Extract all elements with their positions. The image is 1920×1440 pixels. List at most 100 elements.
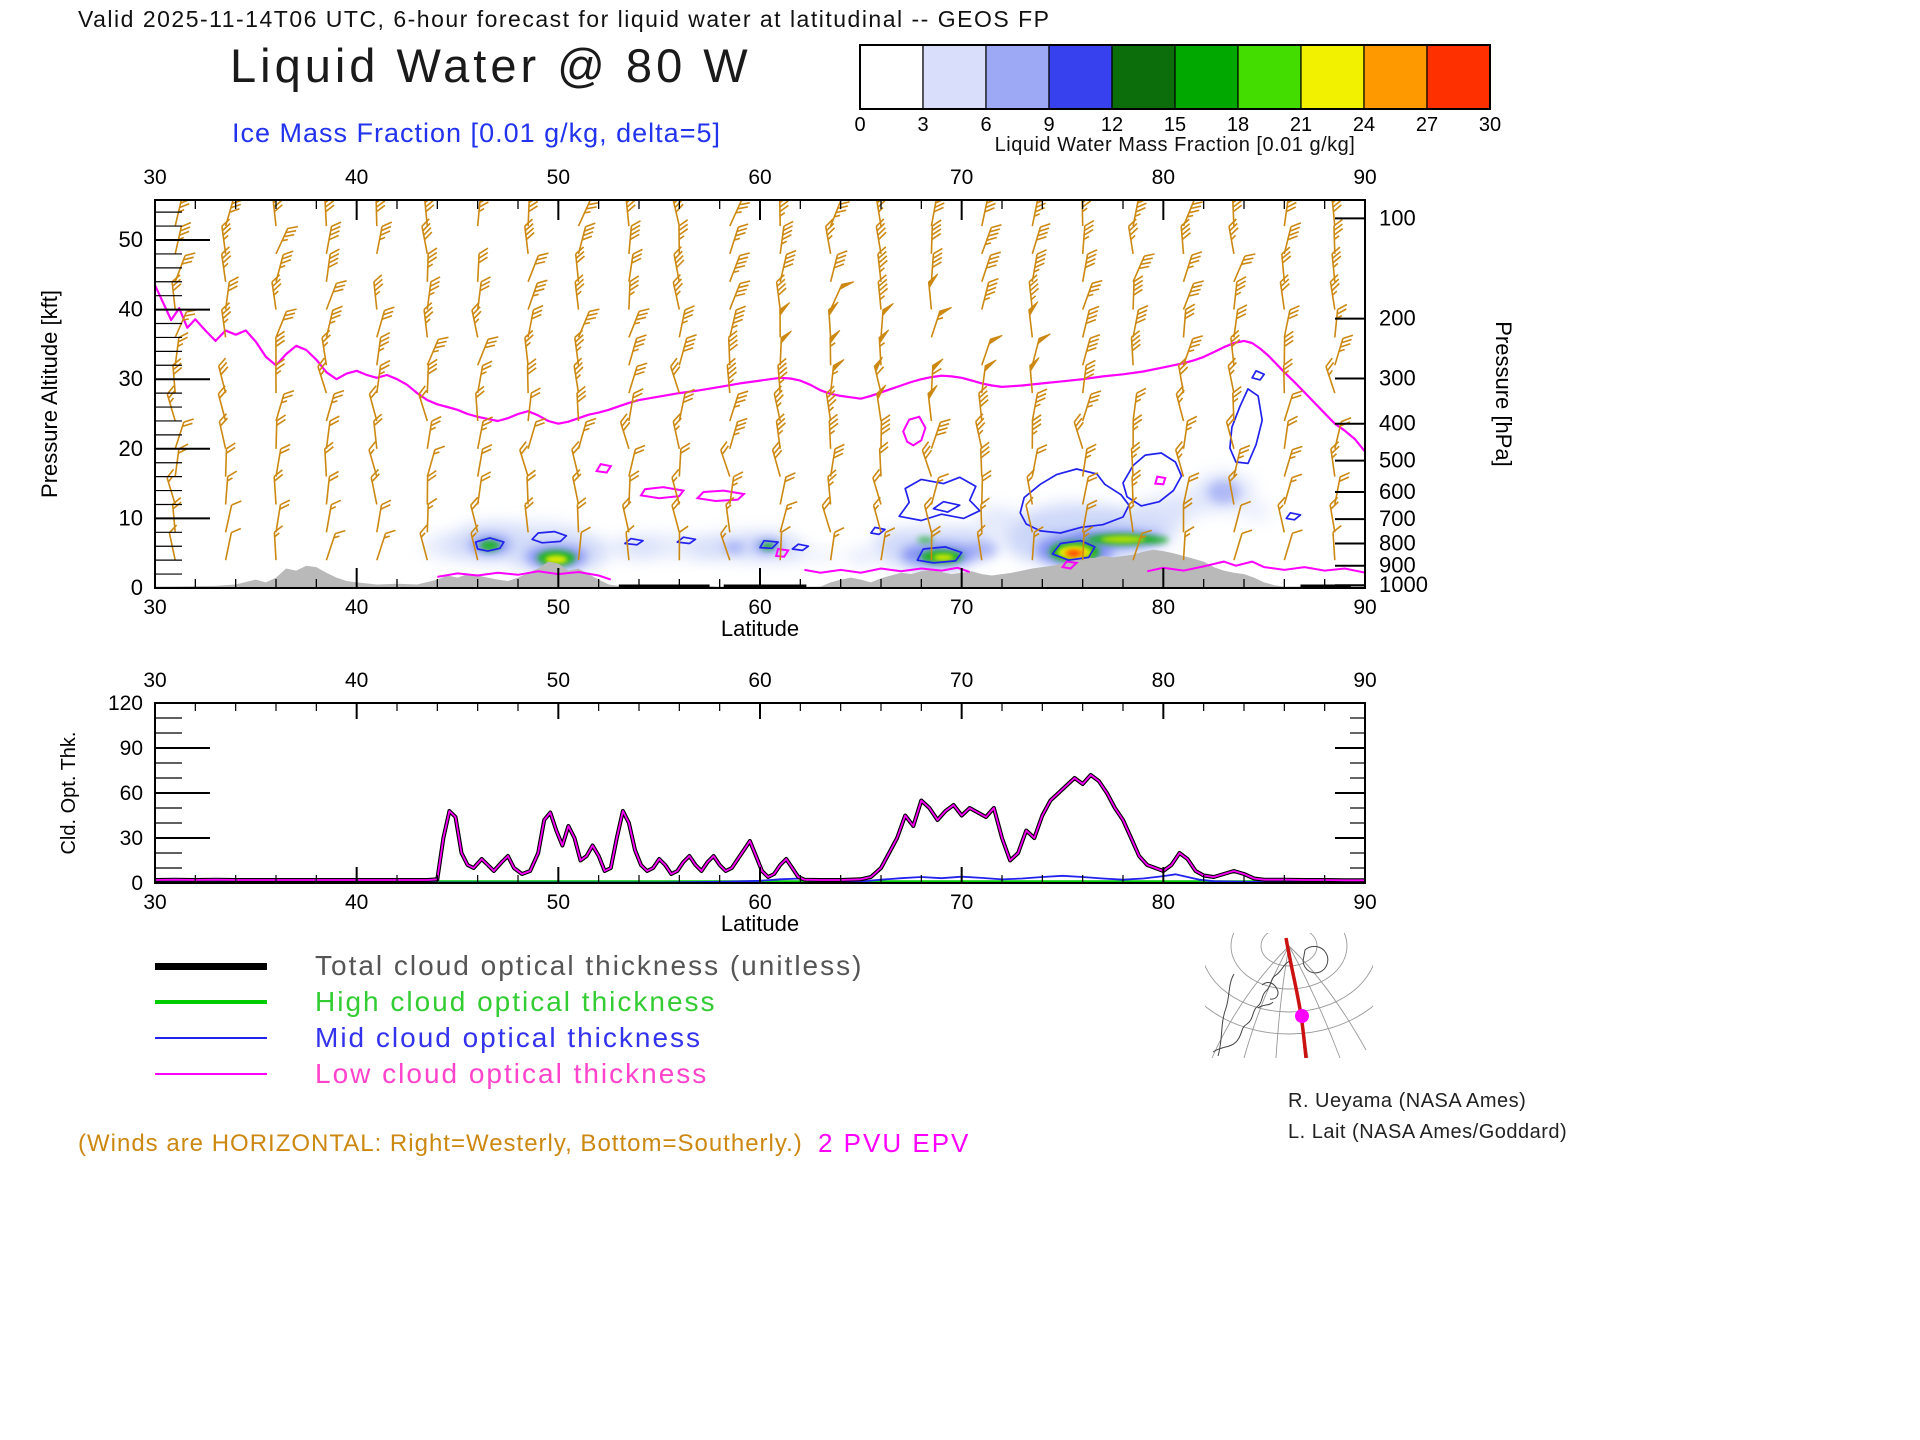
legend-item: High cloud optical thickness	[155, 984, 863, 1020]
credits: R. Ueyama (NASA Ames) L. Lait (NASA Ames…	[1288, 1086, 1567, 1148]
main-ylabel: Pressure Altitude [kft]	[37, 290, 62, 498]
legend-swatch	[155, 1036, 267, 1040]
y-tick-label: 50	[119, 227, 143, 252]
colorbar: 0 3 6 9 12 15 18 21 24 27 30	[854, 44, 1501, 136]
legend-swatch	[155, 1072, 267, 1076]
pressure-tick-label: 800	[1379, 530, 1416, 555]
y-tick-label: 40	[119, 297, 143, 322]
epv-contours	[155, 284, 1365, 581]
pressure-tick-label: 500	[1379, 448, 1416, 473]
main-y2label: Pressure [hPa]	[1491, 321, 1516, 467]
main-plot-axes: 3030404050506060707080809090010203040501…	[37, 166, 1516, 641]
header-valid-line: Valid 2025-11-14T06 UTC, 6-hour forecast…	[78, 6, 1051, 32]
terrain	[155, 549, 1365, 588]
x-tick-label-top: 30	[143, 166, 166, 189]
legend-item: Total cloud optical thickness (unitless)	[155, 948, 863, 984]
cld-x-tick-label-top: 80	[1152, 669, 1175, 692]
legend-label: Low cloud optical thickness	[315, 1058, 709, 1089]
cld-y-tick-label: 30	[120, 827, 143, 850]
pressure-tick-label: 700	[1379, 506, 1416, 531]
x-tick-label-top: 70	[950, 166, 973, 189]
cld-x-tick-label: 90	[1353, 891, 1376, 914]
x-tick-label-top: 40	[345, 166, 368, 189]
cld-y-tick-label: 120	[108, 692, 143, 715]
cld-x-tick-label: 30	[143, 891, 166, 914]
x-tick-label-top: 80	[1152, 166, 1175, 189]
cld-x-tick-label: 80	[1152, 891, 1175, 914]
x-tick-label-top: 60	[748, 166, 771, 189]
coastline	[1257, 1001, 1274, 1009]
y-tick-label: 20	[119, 436, 143, 461]
pressure-tick-label: 300	[1379, 366, 1416, 391]
pressure-tick-label: 400	[1379, 411, 1416, 436]
legend-swatch	[155, 1000, 267, 1004]
y-tick-label: 0	[131, 575, 143, 600]
pressure-tick-label: 600	[1379, 479, 1416, 504]
legend-item: Mid cloud optical thickness	[155, 1020, 863, 1056]
cld-y-tick-label: 0	[131, 872, 143, 895]
cld-x-tick-label-top: 70	[950, 669, 973, 692]
cloud-plot: 30304040505060607070808090900306090120La…	[58, 669, 1377, 936]
main-plot-content	[155, 200, 1365, 588]
cld-x-tick-label-top: 50	[547, 669, 570, 692]
epv-2pvu-label: 2 PVU EPV	[818, 1128, 971, 1158]
credit-line-1: R. Ueyama (NASA Ames)	[1288, 1090, 1527, 1112]
cld-y-tick-label: 90	[120, 737, 143, 760]
winds-note: (Winds are HORIZONTAL: Right=Westerly, B…	[78, 1130, 803, 1157]
cross-section-marker	[1295, 1009, 1309, 1023]
cld-x-tick-label: 70	[950, 891, 973, 914]
coastline	[1261, 981, 1279, 1000]
colorbar-tick-label: 18	[1227, 114, 1249, 136]
legend: Total cloud optical thickness (unitless)…	[155, 948, 863, 1092]
ice-mass-subtitle: Ice Mass Fraction [0.01 g/kg, delta=5]	[232, 118, 721, 148]
x-tick-label: 90	[1353, 596, 1376, 619]
wind-barbs	[166, 200, 1354, 561]
colorbar-tick-label: 30	[1479, 114, 1501, 136]
colorbar-tick-label: 24	[1353, 114, 1375, 136]
y-tick-label: 10	[119, 505, 143, 530]
x-tick-label-top: 90	[1353, 166, 1376, 189]
cld-x-tick-label-top: 40	[345, 669, 368, 692]
pressure-tick-label: 100	[1379, 205, 1416, 230]
cld-x-tick-label: 40	[345, 891, 368, 914]
x-tick-label: 40	[345, 596, 368, 619]
cloud-series-low	[155, 774, 1365, 882]
legend-item: Low cloud optical thickness	[155, 1056, 863, 1092]
colorbar-tick-label: 12	[1101, 114, 1123, 136]
colorbar-tick-label: 9	[1043, 114, 1054, 136]
legend-swatch	[155, 962, 267, 970]
page-title: Liquid Water @ 80 W	[230, 39, 752, 92]
cld-x-tick-label: 60	[748, 891, 771, 914]
colorbar-label: Liquid Water Mass Fraction [0.01 g/kg]	[994, 134, 1356, 156]
colorbar-tick-label: 21	[1290, 114, 1312, 136]
cld-ylabel: Cld. Opt. Thk.	[58, 731, 80, 854]
colorbar-tick-label: 6	[980, 114, 991, 136]
cld-y-tick-label: 60	[120, 782, 143, 805]
legend-label: Mid cloud optical thickness	[315, 1022, 703, 1053]
cld-x-tick-label: 50	[547, 891, 570, 914]
main-xlabel: Latitude	[721, 616, 799, 641]
map-inset	[1205, 933, 1373, 1059]
cld-x-tick-label-top: 90	[1353, 669, 1376, 692]
cloud-plot-content	[155, 773, 1365, 883]
coastline	[1217, 973, 1235, 1057]
cld-x-tick-label-top: 60	[748, 669, 771, 692]
colorbar-tick-label: 27	[1416, 114, 1438, 136]
pressure-tick-label: 900	[1379, 553, 1416, 578]
x-tick-label: 50	[547, 596, 570, 619]
cross-section-line-80w	[1284, 937, 1308, 1059]
x-tick-label-top: 50	[547, 166, 570, 189]
y-tick-label: 30	[119, 366, 143, 391]
colorbar-tick-label: 15	[1164, 114, 1186, 136]
cld-x-tick-label-top: 30	[143, 669, 166, 692]
x-tick-label: 80	[1152, 596, 1175, 619]
pressure-tick-label: 200	[1379, 306, 1416, 331]
coastline	[1302, 945, 1329, 974]
pressure-tick-label: 1000	[1379, 572, 1428, 597]
legend-label: Total cloud optical thickness (unitless)	[315, 950, 864, 981]
x-tick-label: 30	[143, 596, 166, 619]
colorbar-tick-label: 3	[917, 114, 928, 136]
x-tick-label: 60	[748, 596, 771, 619]
cld-xlabel: Latitude	[721, 911, 799, 936]
